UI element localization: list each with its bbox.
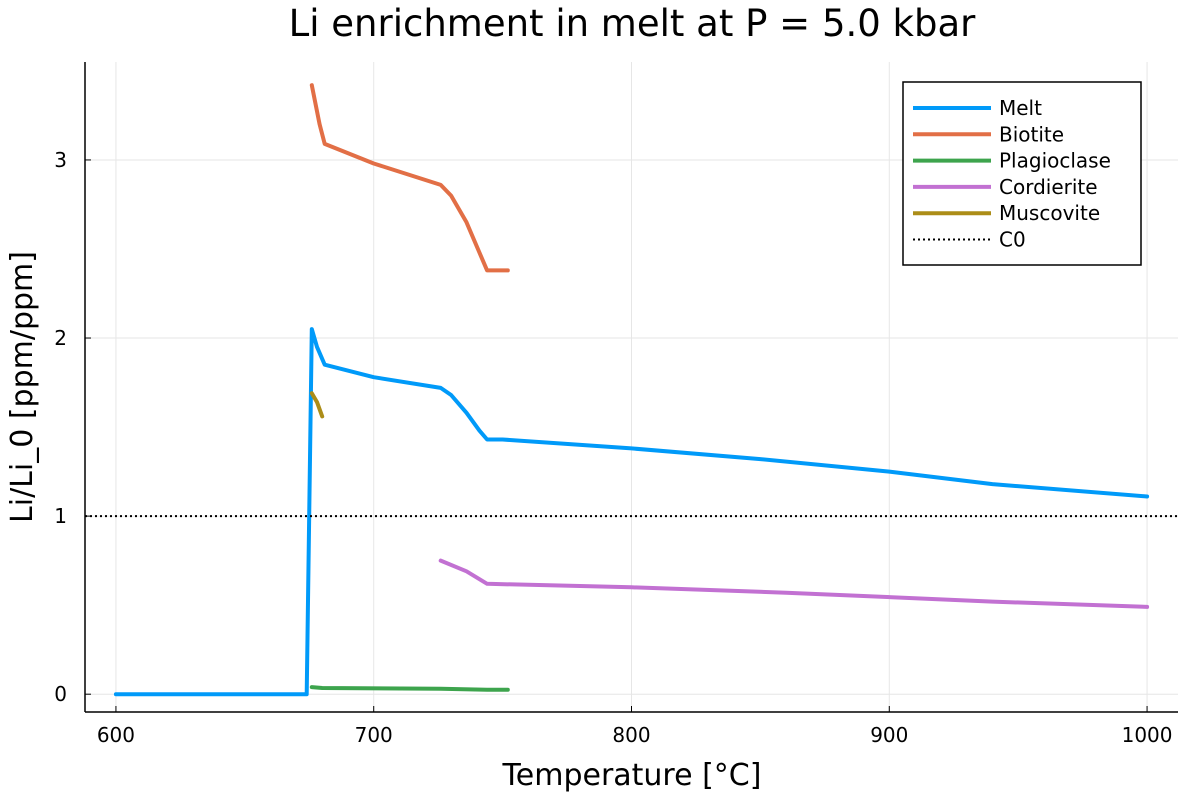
chart-title: Li enrichment in melt at P = 5.0 kbar [289, 2, 976, 45]
series-lines [85, 83, 1178, 697]
x-tick-label: 900 [870, 723, 908, 747]
y-tick-label: 0 [54, 682, 67, 706]
legend-label-muscovite: Muscovite [999, 201, 1100, 225]
axes [84, 62, 1178, 713]
series-line-biotite [309, 83, 510, 273]
legend-label-biotite: Biotite [999, 122, 1064, 146]
x-tick-label: 700 [355, 723, 393, 747]
legend-label-cordierite: Cordierite [999, 175, 1098, 199]
y-axis-label: Li/Li_0 [ppm/ppm] [5, 251, 40, 523]
legend-box [902, 81, 1142, 266]
x-axis-label: Temperature [°C] [502, 758, 762, 793]
series-line-muscovite [309, 391, 325, 419]
x-tick-label: 1000 [1122, 723, 1173, 747]
legend-label-plagioclase: Plagioclase [999, 149, 1111, 173]
x-tick-label: 800 [612, 723, 650, 747]
x-tick-label: 600 [97, 723, 135, 747]
y-tick-label: 1 [54, 504, 67, 528]
series-line-plagioclase [309, 685, 510, 692]
legend-label-melt: Melt [999, 96, 1042, 120]
series-line-cordierite [438, 558, 1150, 609]
series-line-melt [113, 327, 1150, 697]
y-tick-label: 2 [54, 326, 67, 350]
y-tick-label: 3 [54, 148, 67, 172]
legend-label-c0: C0 [999, 228, 1026, 252]
tick-labels: 600 700 800 900 1000 0 1 2 3 [54, 148, 1172, 747]
